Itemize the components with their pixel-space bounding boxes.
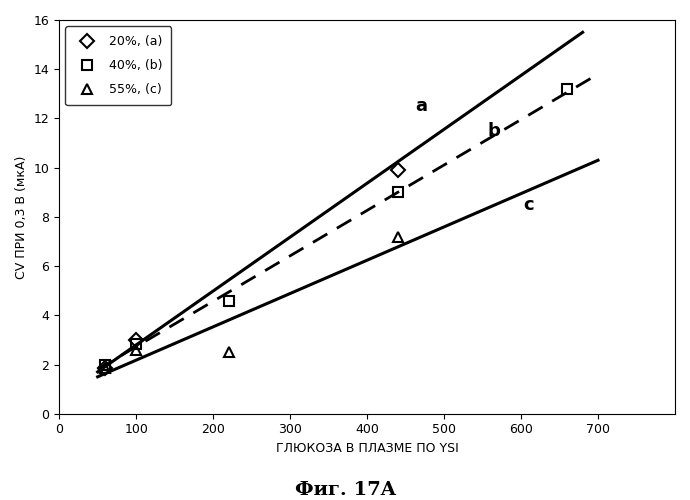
Text: Фиг. 17A: Фиг. 17A xyxy=(295,481,395,499)
X-axis label: ГЛЮКОЗА В ПЛАЗМЕ ПО YSI: ГЛЮКОЗА В ПЛАЗМЕ ПО YSI xyxy=(276,442,458,455)
Y-axis label: CV ПРИ 0,3 В (мкА): CV ПРИ 0,3 В (мкА) xyxy=(15,155,28,278)
Text: a: a xyxy=(415,97,427,115)
Text: b: b xyxy=(488,122,500,140)
Legend: 20%, (a), 40%, (b), 55%, (c): 20%, (a), 40%, (b), 55%, (c) xyxy=(66,26,171,106)
Text: c: c xyxy=(524,196,534,214)
